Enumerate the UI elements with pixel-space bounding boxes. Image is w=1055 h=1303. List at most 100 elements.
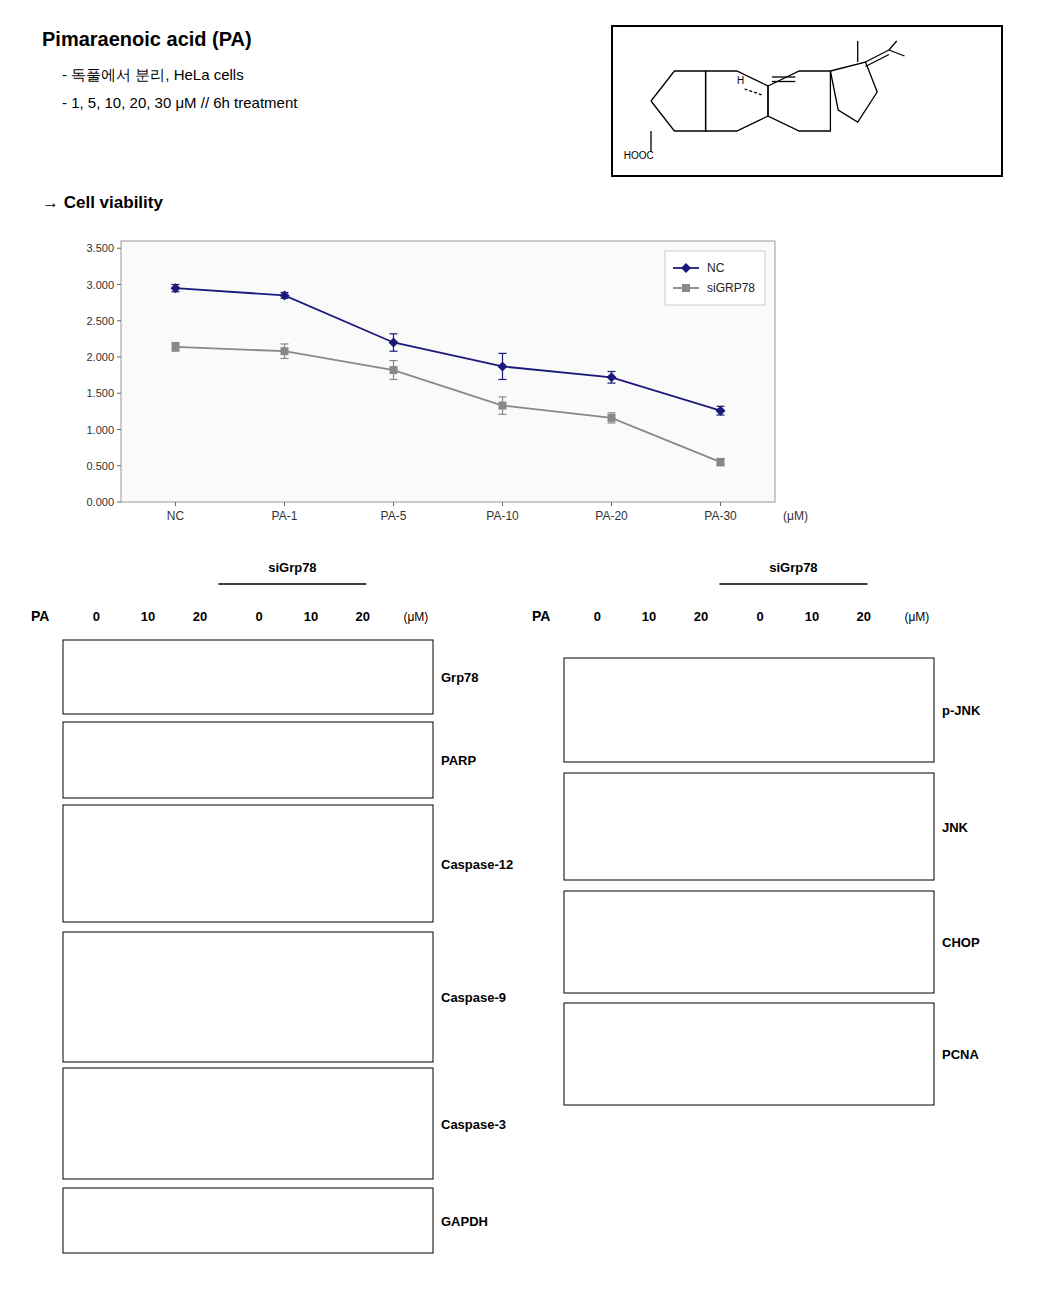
bond: [857, 41, 858, 62]
blot-box: [63, 1068, 433, 1179]
error-cap: [608, 371, 616, 372]
structure-label: H: [737, 75, 744, 86]
blot-header: siGrp78: [769, 560, 817, 575]
blot-label: JNK: [942, 820, 969, 835]
y-tick: [117, 284, 121, 285]
error-cap: [281, 358, 289, 359]
error-cap: [608, 412, 616, 413]
blot-label: PARP: [441, 753, 476, 768]
y-tick-label: 2.000: [86, 351, 114, 363]
note: - 1, 5, 10, 20, 30 μM // 6h treatment: [62, 94, 298, 111]
point: [608, 414, 616, 422]
x-tick-label: PA-20: [595, 509, 628, 523]
dose-label: 0: [93, 609, 100, 624]
x-tick-label: PA-30: [704, 509, 737, 523]
error-bar: [608, 372, 616, 384]
series-line: [176, 347, 721, 462]
y-tick: [117, 393, 121, 394]
error-bar: [499, 397, 507, 414]
header-bar: [719, 583, 867, 585]
y-tick: [117, 502, 121, 503]
point: [280, 290, 290, 300]
y-tick-label: 3.000: [86, 279, 114, 291]
x-tick-label: NC: [167, 509, 185, 523]
dose-label: 10: [805, 609, 819, 624]
treatment-label: PA: [532, 608, 550, 624]
error-bar: [608, 413, 616, 423]
x-tick: [284, 502, 285, 506]
bond: [889, 41, 897, 50]
y-tick-label: 2.500: [86, 315, 114, 327]
y-tick: [117, 320, 121, 321]
dose-label: 0: [756, 609, 763, 624]
bond: [706, 71, 768, 131]
error-bar: [717, 459, 725, 466]
structure-label: HOOC: [624, 150, 654, 161]
blot-box: [564, 773, 934, 880]
blot-panel: siGrp78PA0102001020(μM)p-JNKJNKCHOPPCNA: [532, 560, 981, 1105]
error-cap: [390, 333, 398, 334]
error-cap: [499, 379, 507, 380]
point: [171, 283, 181, 293]
point: [281, 347, 289, 355]
x-tick: [720, 502, 721, 506]
point: [717, 458, 725, 466]
error-cap: [390, 379, 398, 380]
bond: [889, 50, 905, 56]
x-tick-label: PA-1: [272, 509, 298, 523]
line-chart: 0.0000.5001.0001.5002.0002.5003.0003.500…: [86, 241, 807, 523]
blot-box: [63, 722, 433, 798]
x-tick: [393, 502, 394, 506]
error-bar: [499, 353, 507, 379]
blot-label: p-JNK: [942, 703, 981, 718]
blot-label: CHOP: [942, 935, 980, 950]
point: [498, 361, 508, 371]
dose-label: 20: [694, 609, 708, 624]
structure: H HOOC: [612, 26, 1002, 176]
background: [0, 0, 1055, 1303]
bond: [651, 71, 706, 131]
point: [716, 406, 726, 416]
header-bar: [218, 583, 366, 585]
dose-label: 20: [193, 609, 207, 624]
blot-box: [63, 805, 433, 922]
bond: [745, 89, 763, 95]
page: Pimaraenoic acid (PA)- 독풀에서 분리, HeLa cel…: [0, 0, 1055, 1303]
x-tick-label: PA-5: [381, 509, 407, 523]
blot-label: Caspase-12: [441, 857, 513, 872]
error-bar: [281, 344, 289, 359]
error-bar: [390, 361, 398, 380]
bond: [772, 81, 795, 82]
blot-header: siGrp78: [268, 560, 316, 575]
y-tick: [117, 429, 121, 430]
y-tick-label: 3.500: [86, 242, 114, 254]
series: [171, 283, 726, 416]
bond: [650, 131, 651, 152]
dose-unit: (μM): [403, 610, 428, 624]
legend-marker: [682, 284, 690, 292]
treatment-label: PA: [31, 608, 49, 624]
error-bar: [717, 406, 725, 415]
bond: [768, 71, 830, 131]
section-label: → Cell viability: [42, 193, 163, 212]
error-cap: [608, 383, 616, 384]
structure-frame: [612, 26, 1002, 176]
dose-label: 20: [856, 609, 870, 624]
legend-label: siGRP78: [707, 281, 755, 295]
error-cap: [499, 414, 507, 415]
series-group: [171, 283, 726, 466]
dose-label: 10: [304, 609, 318, 624]
dose-label: 20: [355, 609, 369, 624]
dose-label: 10: [141, 609, 155, 624]
y-tick-label: 1.500: [86, 387, 114, 399]
error-cap: [281, 343, 289, 344]
dose-unit: (μM): [904, 610, 929, 624]
y-tick-label: 0.500: [86, 460, 114, 472]
dose-label: 0: [255, 609, 262, 624]
legend-marker: [681, 263, 691, 273]
series-line: [176, 288, 721, 411]
bond: [830, 62, 877, 122]
bond: [866, 55, 889, 67]
legend-frame: [665, 251, 765, 305]
y-tick-label: 1.000: [86, 424, 114, 436]
